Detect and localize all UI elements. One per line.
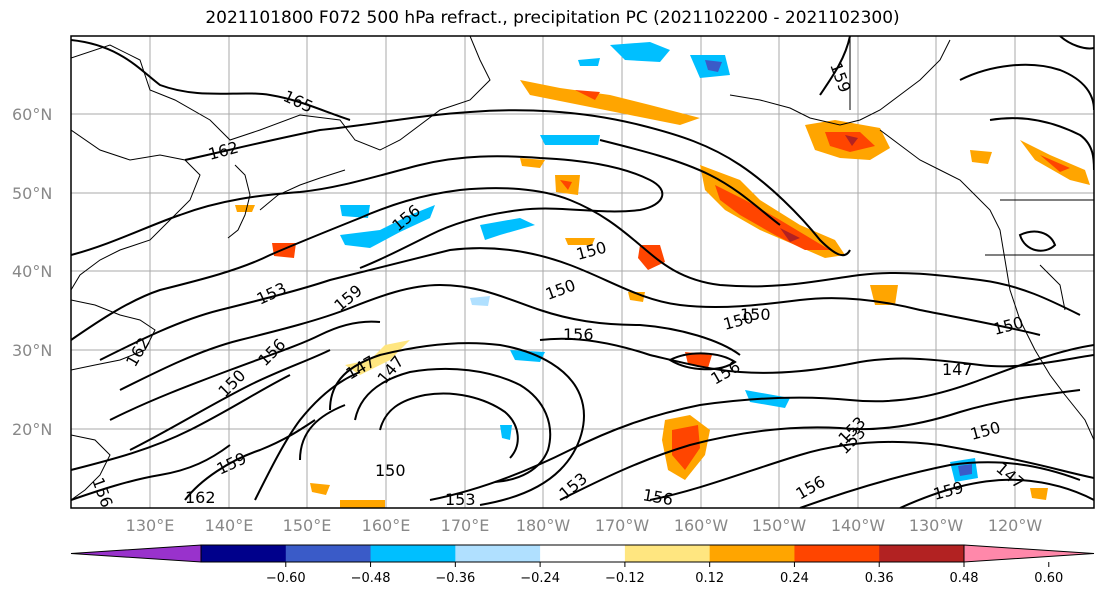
colorbar-tick-label: 0.24 <box>780 571 809 586</box>
lon-label: 130°E <box>126 516 175 535</box>
lon-label: 140°W <box>831 516 886 535</box>
lon-label: 150°E <box>283 516 332 535</box>
lat-label: 50°N <box>12 184 52 203</box>
map-frame <box>70 35 1095 509</box>
colorbar-tick-label: 0.36 <box>865 571 894 586</box>
colorbar-bin <box>709 545 795 562</box>
latitude-labels: 60°N 50°N 40°N 30°N 20°N <box>12 105 52 439</box>
colorbar-bin <box>285 545 372 562</box>
colorbar-tick-label: 0.48 <box>950 571 979 586</box>
colorbar-tick-label: −0.24 <box>520 571 560 586</box>
colorbar-bin <box>794 545 880 562</box>
lon-label: 160°E <box>362 516 411 535</box>
colorbar-tick-label: −0.48 <box>351 571 391 586</box>
colorbar-tick-label: 0.60 <box>1034 571 1063 586</box>
colorbar-tick-label: 0.12 <box>695 571 724 586</box>
lat-label: 40°N <box>12 262 52 281</box>
colorbar-bin <box>455 545 541 562</box>
colorbar-bin <box>370 545 456 562</box>
colorbar-bin <box>624 545 711 562</box>
lat-label: 20°N <box>12 420 52 439</box>
lat-label: 60°N <box>12 105 52 124</box>
lat-label: 30°N <box>12 341 52 360</box>
precip-positive-areas <box>235 80 1090 508</box>
colorbar-tick-label: −0.12 <box>605 571 645 586</box>
lon-label: 170°W <box>595 516 650 535</box>
contour-label: 150 <box>375 461 406 480</box>
lon-label: 160°W <box>674 516 729 535</box>
colorbar-outline <box>200 544 965 563</box>
colorbar-tick-label: −0.60 <box>266 571 306 586</box>
coastlines <box>71 36 1094 501</box>
lon-label: 170°E <box>441 516 490 535</box>
lon-label: 130°W <box>909 516 964 535</box>
map-title: 2021101800 F072 500 hPa refract., precip… <box>205 8 900 28</box>
colorbar: −0.60 −0.48 −0.36 −0.24 −0.12 0.12 0.24 0.36 0.4… <box>70 544 1095 586</box>
contour-label: 153 <box>445 490 476 509</box>
lon-label: 180°W <box>516 516 571 535</box>
lon-label: 120°W <box>988 516 1043 535</box>
colorbar-bin <box>201 545 287 562</box>
refractivity-contours <box>71 36 1094 508</box>
lon-label: 150°W <box>752 516 807 535</box>
contour-label: 156 <box>641 485 674 509</box>
longitude-labels: 130°E 140°E 150°E 160°E 170°E 180°W 170°… <box>126 516 1043 535</box>
contour-label: 156 <box>563 325 594 344</box>
lon-label: 140°E <box>205 516 254 535</box>
colorbar-extend-low <box>70 544 202 563</box>
colorbar-bin <box>540 545 626 562</box>
colorbar-extend-high <box>963 544 1095 563</box>
contour-label: 147 <box>942 360 973 379</box>
contour-label: 150 <box>740 305 771 324</box>
contour-label: 162 <box>185 488 216 507</box>
colorbar-tick-label: −0.36 <box>435 571 475 586</box>
colorbar-bin <box>879 545 965 562</box>
